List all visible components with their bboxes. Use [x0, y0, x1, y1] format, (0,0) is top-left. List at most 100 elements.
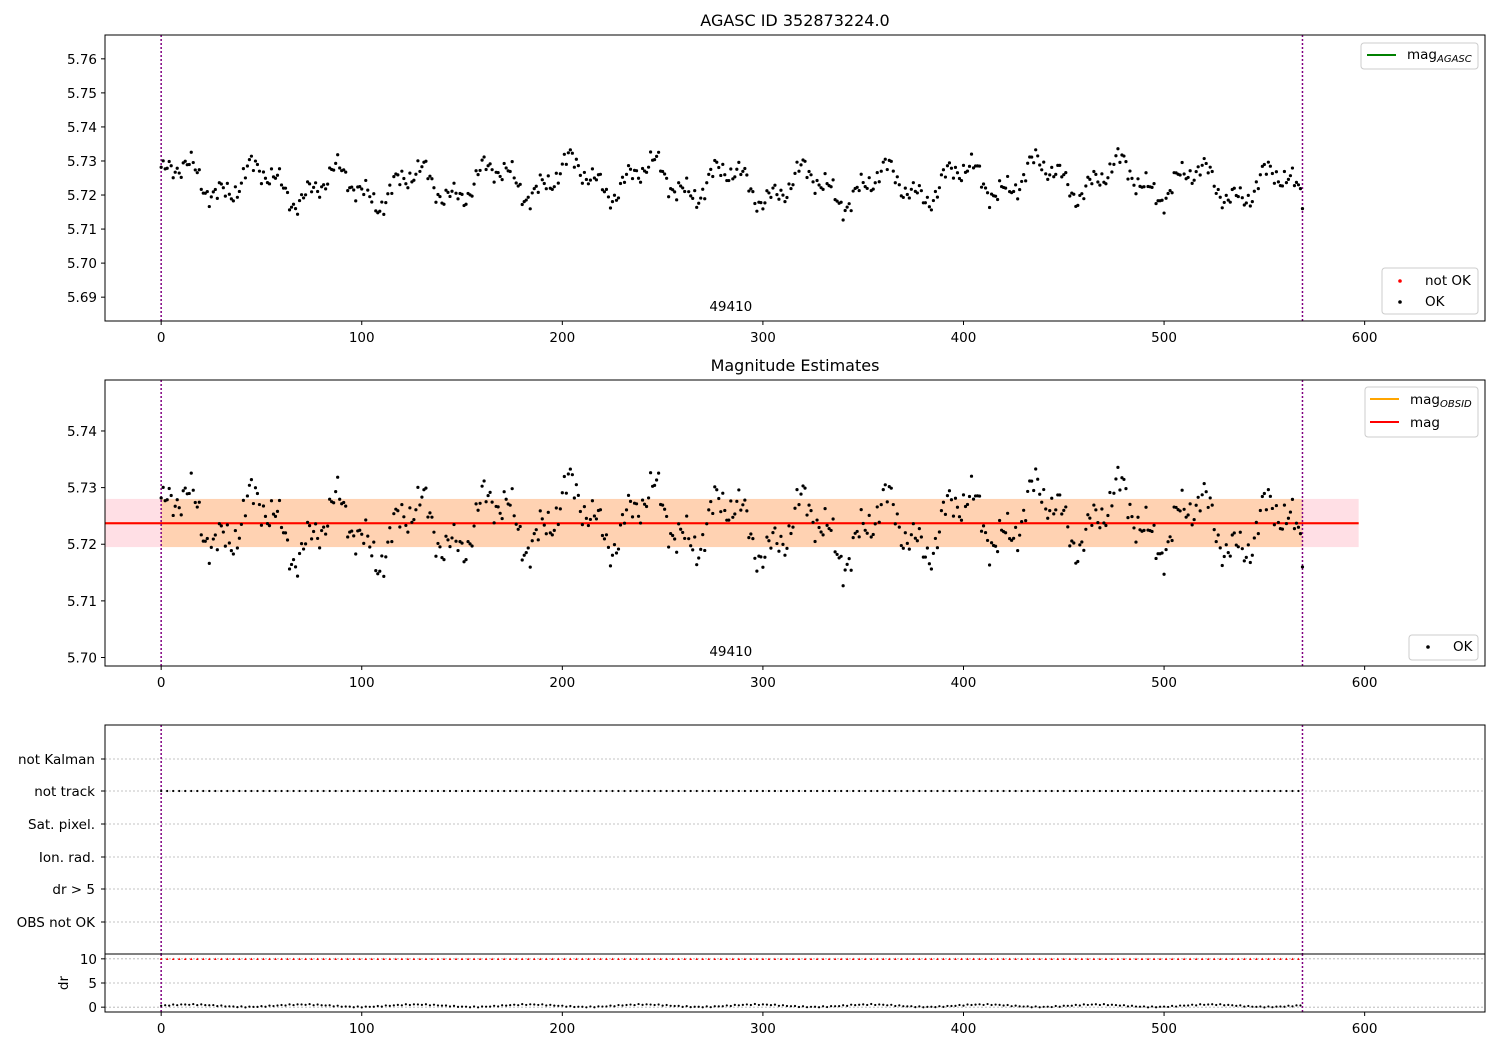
- dr-point: [224, 1005, 227, 1008]
- ok-point: [1196, 495, 1200, 499]
- ok-point: [1066, 182, 1070, 187]
- ok-point: [566, 151, 570, 155]
- ok-point: [360, 187, 364, 191]
- flag-point: [852, 789, 855, 793]
- ok-point: [1066, 525, 1070, 529]
- dr-point: [356, 1005, 359, 1008]
- flag-point: [1128, 789, 1132, 793]
- ok-point: [855, 185, 859, 189]
- ok-point: [352, 534, 356, 538]
- flag-point: [803, 789, 807, 793]
- dr-threshold-marker: [268, 957, 271, 961]
- ok-point: [1082, 548, 1086, 552]
- ok-point: [191, 488, 195, 492]
- ok-point: [414, 508, 418, 512]
- ok-point: [450, 536, 454, 540]
- ok-point: [929, 567, 933, 571]
- ok-point: [721, 491, 725, 495]
- ok-point: [1186, 513, 1190, 517]
- panel1-legend-not-ok: not OK: [1425, 273, 1472, 289]
- flag-label: not Kalman: [18, 752, 95, 768]
- ok-point: [1004, 531, 1008, 535]
- dr-point: [549, 1003, 552, 1006]
- ok-point: [542, 181, 546, 186]
- ok-point: [691, 548, 695, 552]
- flag-point: [539, 789, 542, 793]
- ok-point: [616, 547, 621, 551]
- ok-point: [1272, 523, 1276, 527]
- ok-point: [807, 169, 811, 174]
- ok-point: [939, 509, 944, 513]
- flag-point: [996, 789, 999, 793]
- ok-point: [554, 506, 558, 510]
- ok-point: [358, 528, 362, 532]
- ok-point: [743, 498, 747, 502]
- flag-point: [623, 789, 626, 793]
- ok-point: [558, 507, 562, 511]
- dr-threshold-marker: [334, 957, 337, 961]
- ok-point: [1134, 540, 1138, 544]
- ok-point: [297, 551, 302, 556]
- flag-point: [1297, 789, 1300, 793]
- dr-point: [196, 1003, 199, 1007]
- dr-point: [773, 1003, 777, 1006]
- dr-threshold-marker: [623, 957, 626, 961]
- flag-point: [701, 789, 704, 793]
- dr-point: [862, 1003, 865, 1006]
- ok-point: [1260, 494, 1264, 499]
- dr-point: [601, 1005, 604, 1008]
- ok-point: [267, 524, 272, 528]
- ok-point: [1020, 179, 1024, 184]
- dr-threshold-marker: [701, 957, 705, 961]
- ok-point: [1046, 516, 1050, 520]
- ok-point: [657, 150, 661, 154]
- dr-threshold-marker: [779, 957, 783, 961]
- dr-threshold-marker: [298, 957, 301, 961]
- flag-point: [749, 789, 752, 793]
- dr-point: [649, 1003, 652, 1006]
- ok-point: [167, 159, 171, 164]
- ok-point: [985, 191, 990, 195]
- ok-point: [534, 184, 538, 188]
- dr-threshold-marker: [520, 957, 524, 961]
- ok-point: [1204, 161, 1208, 166]
- dr-threshold-marker: [1188, 957, 1192, 961]
- dr-point: [613, 1005, 616, 1008]
- ok-point: [755, 209, 759, 213]
- ok-point: [177, 171, 181, 175]
- ok-point: [390, 191, 394, 196]
- ok-point: [307, 524, 312, 528]
- flag-point: [1056, 789, 1059, 793]
- ok-point: [1258, 508, 1262, 513]
- ok-point: [261, 504, 266, 508]
- dr-threshold-marker: [749, 957, 753, 961]
- ok-point: [518, 182, 522, 186]
- ok-point: [657, 471, 661, 475]
- flag-point: [990, 789, 993, 793]
- dr-point: [1030, 1006, 1033, 1009]
- ok-point: [1224, 193, 1228, 197]
- flag-point: [1249, 789, 1252, 793]
- dr-threshold-marker: [791, 957, 795, 961]
- ok-point: [376, 572, 380, 576]
- ok-point: [1210, 503, 1214, 507]
- dr-point: [324, 1004, 327, 1007]
- dr-point: [553, 1004, 556, 1007]
- ok-point: [1276, 520, 1281, 525]
- ok-point: [614, 551, 619, 555]
- ok-point: [205, 536, 209, 541]
- flag-point: [202, 789, 205, 793]
- ok-point: [279, 525, 284, 530]
- dr-point: [842, 1004, 845, 1007]
- ok-point: [1228, 200, 1232, 204]
- dr-point: [268, 1004, 271, 1007]
- ok-point: [1178, 173, 1182, 177]
- ok-point: [400, 502, 404, 507]
- flag-point: [436, 789, 440, 793]
- ok-point: [815, 178, 819, 183]
- ok-point: [634, 502, 639, 506]
- dr-point: [1247, 1004, 1250, 1008]
- ok-point: [580, 523, 584, 527]
- ok-point: [819, 530, 823, 534]
